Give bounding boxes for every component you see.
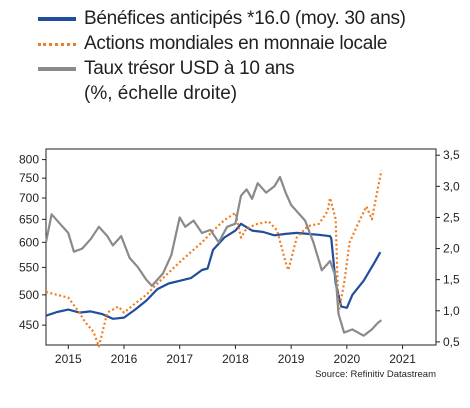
source-note: Source: Refinitiv Datastream: [315, 369, 436, 380]
left-axis-tick-label: 750: [19, 171, 39, 185]
legend-swatch-treasury: [38, 67, 76, 71]
right-axis-tick-label: 0,5: [443, 335, 460, 349]
legend-label-earnings: Bénéfices anticipés *16.0 (moy. 30 ans): [84, 8, 406, 29]
right-axis-tick-label: 3,0: [443, 179, 460, 193]
series-line-earnings: [45, 222, 382, 320]
legend-item-treasury: Taux trésor USD à 10 ans: [38, 56, 406, 81]
x-axis-tick-label: 2015: [55, 352, 82, 366]
legend-swatch-earnings: [38, 17, 76, 21]
legend-item-equities: Actions mondiales en monnaie locale: [38, 31, 406, 56]
left-axis-tick-label: 800: [19, 153, 39, 167]
legend-item-earnings: Bénéfices anticipés *16.0 (moy. 30 ans): [38, 6, 406, 31]
series-line-treasury: [44, 175, 383, 337]
x-axis-tick-label: 2016: [111, 352, 138, 366]
left-axis-tick-label: 700: [19, 191, 39, 205]
left-axis-tick-label: 550: [19, 260, 39, 274]
legend: Bénéfices anticipés *16.0 (moy. 30 ans) …: [38, 6, 406, 106]
x-axis-tick-label: 2019: [278, 352, 305, 366]
right-axis-tick-label: 2,5: [443, 210, 460, 224]
left-axis-tick-label: 650: [19, 212, 39, 226]
legend-label-equities: Actions mondiales en monnaie locale: [84, 33, 388, 54]
right-axis-tick-label: 1,0: [443, 304, 460, 318]
left-axis-tick-label: 450: [19, 318, 39, 332]
right-axis-tick-label: 2,0: [443, 242, 460, 256]
x-axis-tick-label: 2018: [222, 352, 249, 366]
legend-right-axis-note: (%, échelle droite): [84, 83, 238, 104]
right-axis-tick-label: 1,5: [443, 273, 460, 287]
legend-swatch-equities: [38, 43, 76, 46]
x-axis-tick-label: 2021: [389, 352, 416, 366]
x-axis-tick-label: 2017: [166, 352, 193, 366]
legend-label-treasury: Taux trésor USD à 10 ans: [84, 58, 295, 79]
plot-frame: [45, 148, 437, 346]
right-axis-tick-label: 3,5: [443, 148, 460, 162]
left-axis-tick-label: 500: [19, 288, 39, 302]
x-axis-tick-label: 2020: [334, 352, 361, 366]
left-axis-tick-label: 600: [19, 235, 39, 249]
series-line-equities: [45, 170, 383, 348]
